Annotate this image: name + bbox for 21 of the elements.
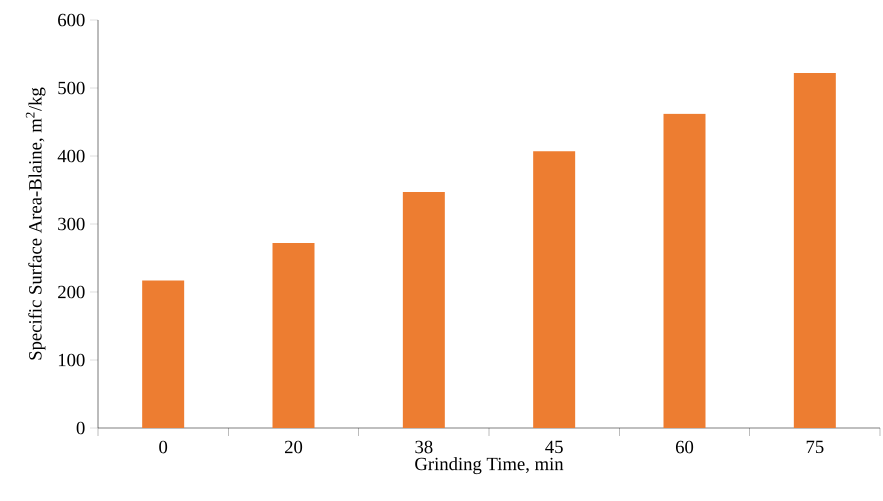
y-tick-label: 400	[58, 150, 85, 162]
y-tick-label: 300	[58, 218, 85, 230]
x-tick-label: 75	[806, 440, 824, 454]
y-tick-label: 0	[76, 422, 85, 434]
bar	[142, 280, 184, 428]
y-tick-label: 600	[58, 14, 85, 26]
x-tick-label: 20	[284, 440, 302, 454]
bar	[794, 73, 836, 428]
bar	[402, 192, 445, 428]
y-tick-label: 100	[58, 354, 85, 366]
x-tick-label: 0	[159, 440, 168, 454]
y-tick-label: 500	[58, 82, 85, 94]
bar	[533, 151, 576, 428]
bar	[272, 243, 314, 428]
x-tick-label: 45	[545, 440, 563, 454]
x-axis-title: Grinding Time, min	[415, 457, 564, 474]
x-tick-label: 60	[676, 440, 694, 454]
y-axis-title: Specific Surface Area-Blaine, m$^{2}$/kg	[26, 88, 46, 360]
x-tick-label: 38	[415, 440, 432, 454]
y-tick-label: 200	[58, 286, 85, 298]
bar	[664, 114, 706, 428]
